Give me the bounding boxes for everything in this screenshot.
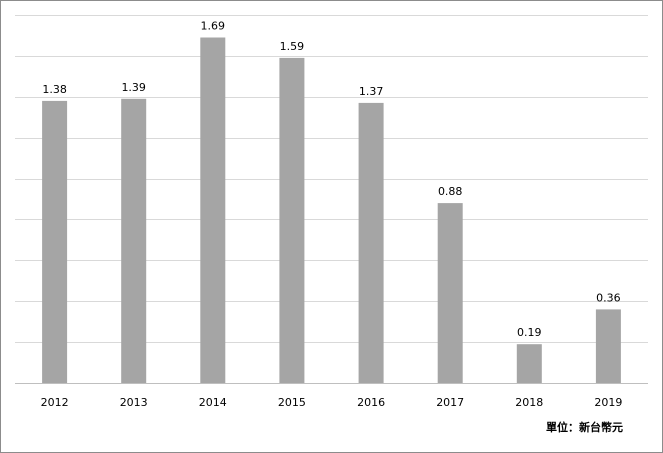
x-tick-label-2012: 2012 [41, 396, 69, 409]
x-tick-label-2016: 2016 [357, 396, 385, 409]
bar-2012 [42, 100, 68, 384]
bar-2014 [200, 37, 226, 383]
x-tick-label-2015: 2015 [278, 396, 306, 409]
data-label-2018: 0.19 [517, 326, 542, 339]
x-tick-labels: 2012 2013 2014 2015 2016 2017 2018 2019 [41, 396, 623, 409]
unit-note: 單位：新台幣元 [546, 421, 623, 434]
data-labels: 1.38 1.39 1.69 1.59 1.37 0.88 0.19 0.36 [42, 20, 620, 340]
data-label-2019: 0.36 [596, 291, 621, 304]
bar-2016 [358, 102, 384, 384]
data-label-2017: 0.88 [438, 185, 463, 198]
bar-2019 [595, 309, 621, 383]
bar-2017 [437, 203, 463, 383]
x-tick-label-2018: 2018 [515, 396, 543, 409]
x-tick-label-2013: 2013 [120, 396, 148, 409]
x-tick-label-2019: 2019 [594, 396, 622, 409]
data-label-2014: 1.69 [201, 20, 226, 33]
data-label-2016: 1.37 [359, 85, 384, 98]
bar-2018 [516, 344, 542, 383]
bar-2015 [279, 57, 305, 384]
bar-2013 [121, 98, 147, 384]
gridlines [15, 15, 648, 343]
data-label-2012: 1.38 [42, 83, 67, 96]
data-label-2013: 1.39 [121, 81, 146, 94]
x-tick-label-2017: 2017 [436, 396, 464, 409]
bars [42, 37, 621, 384]
data-label-2015: 1.59 [280, 40, 305, 53]
x-tick-label-2014: 2014 [199, 396, 227, 409]
